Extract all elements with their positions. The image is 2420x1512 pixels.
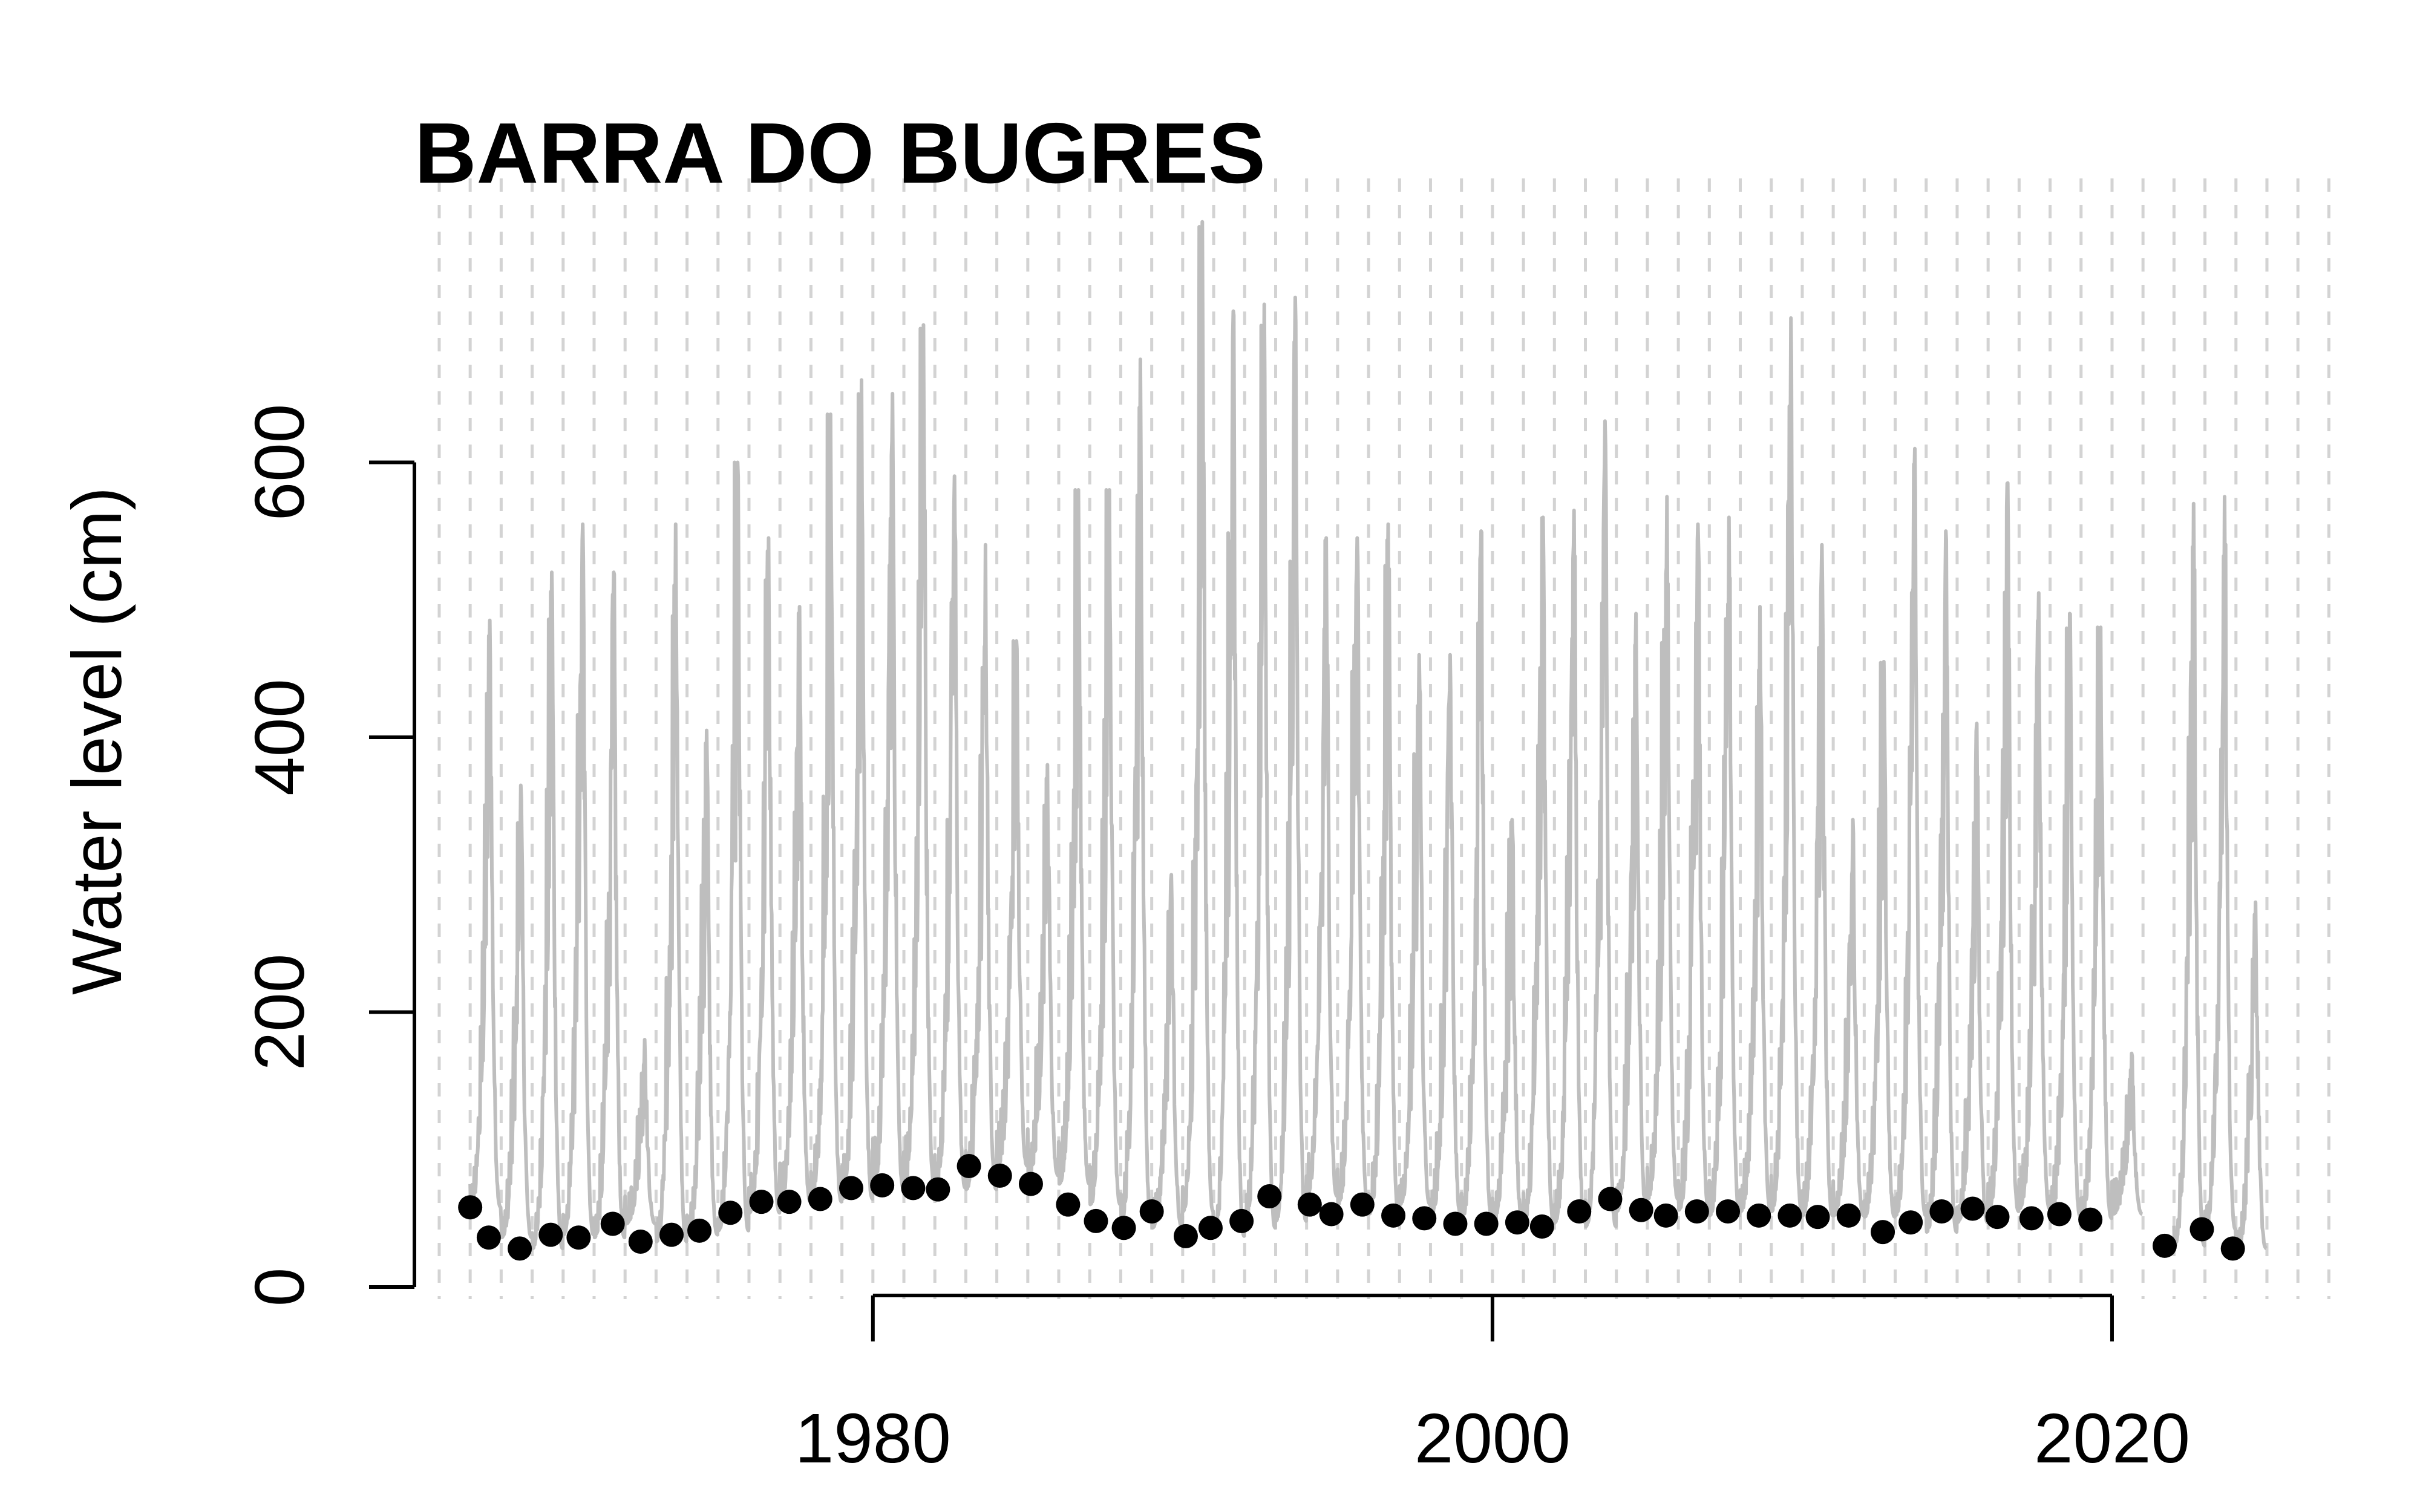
data-point-25	[1198, 1216, 1223, 1240]
y-axis-label: Water level (cm)	[57, 487, 136, 995]
x-tick-label-2000: 2000	[1414, 1399, 1571, 1478]
data-point-32	[1412, 1206, 1437, 1231]
data-point-24	[1173, 1224, 1198, 1248]
data-point-54	[2078, 1207, 2103, 1232]
y-tick-label-200: 200	[240, 954, 319, 1071]
data-point-33	[1443, 1211, 1468, 1236]
data-point-27	[1257, 1184, 1282, 1209]
series-line-segment-2	[2172, 495, 2268, 1251]
data-point-1	[476, 1225, 501, 1250]
year-grid	[437, 178, 2330, 1299]
data-point-11	[777, 1190, 802, 1214]
y-tick-label-600: 600	[240, 404, 319, 521]
data-point-44	[1777, 1203, 1802, 1228]
data-point-18	[987, 1163, 1012, 1188]
data-point-12	[808, 1187, 832, 1211]
chart-title: BARRA DO BUGRES	[414, 105, 1266, 201]
data-point-37	[1567, 1199, 1592, 1224]
data-point-23	[1139, 1199, 1164, 1224]
data-point-0	[458, 1195, 483, 1220]
data-point-53	[2047, 1202, 2072, 1227]
data-point-4	[566, 1225, 591, 1250]
data-point-8	[687, 1218, 712, 1243]
data-point-36	[1529, 1214, 1554, 1239]
data-point-43	[1747, 1203, 1771, 1228]
data-point-10	[749, 1190, 774, 1214]
data-point-21	[1084, 1208, 1108, 1233]
data-point-15	[901, 1176, 926, 1201]
x-tick-label-2020: 2020	[2034, 1399, 2190, 1478]
data-point-57	[2220, 1236, 2245, 1261]
data-point-42	[1716, 1199, 1741, 1224]
data-point-39	[1629, 1198, 1653, 1222]
data-point-22	[1111, 1216, 1136, 1240]
x-tick-label-1980: 1980	[795, 1399, 951, 1478]
data-point-38	[1598, 1187, 1623, 1211]
data-point-6	[628, 1230, 653, 1254]
data-point-29	[1319, 1202, 1344, 1227]
data-point-46	[1836, 1203, 1861, 1228]
data-point-14	[870, 1173, 895, 1198]
data-point-34	[1474, 1211, 1499, 1236]
data-point-17	[957, 1154, 981, 1179]
data-point-51	[1985, 1205, 2010, 1230]
data-point-7	[659, 1222, 684, 1247]
data-point-16	[926, 1177, 950, 1202]
data-point-30	[1350, 1192, 1375, 1217]
data-point-2	[508, 1236, 532, 1261]
data-point-56	[2189, 1217, 2214, 1242]
data-point-5	[600, 1211, 625, 1236]
y-tick-label-400: 400	[240, 679, 319, 796]
data-point-28	[1297, 1192, 1322, 1217]
data-point-48	[1898, 1210, 1923, 1235]
data-point-40	[1653, 1203, 1678, 1228]
y-tick-label-0: 0	[240, 1268, 319, 1307]
data-point-19	[1018, 1171, 1043, 1196]
data-point-45	[1805, 1205, 1830, 1230]
data-point-50	[1960, 1196, 1985, 1221]
data-point-31	[1381, 1203, 1406, 1228]
data-point-41	[1684, 1199, 1709, 1224]
data-point-47	[1871, 1220, 1895, 1245]
annual-minimum-points	[458, 1154, 2245, 1261]
data-point-35	[1505, 1210, 1529, 1235]
data-point-49	[1929, 1199, 1954, 1224]
data-point-20	[1056, 1192, 1081, 1217]
x-axis: 1980 2000 2020	[795, 1294, 2190, 1478]
data-point-3	[538, 1222, 563, 1247]
data-point-55	[2153, 1233, 2177, 1258]
data-point-13	[839, 1176, 863, 1201]
data-point-9	[718, 1201, 743, 1225]
data-point-26	[1229, 1208, 1254, 1233]
y-axis: 0 200 400 600	[240, 404, 416, 1307]
data-point-52	[2019, 1206, 2044, 1231]
